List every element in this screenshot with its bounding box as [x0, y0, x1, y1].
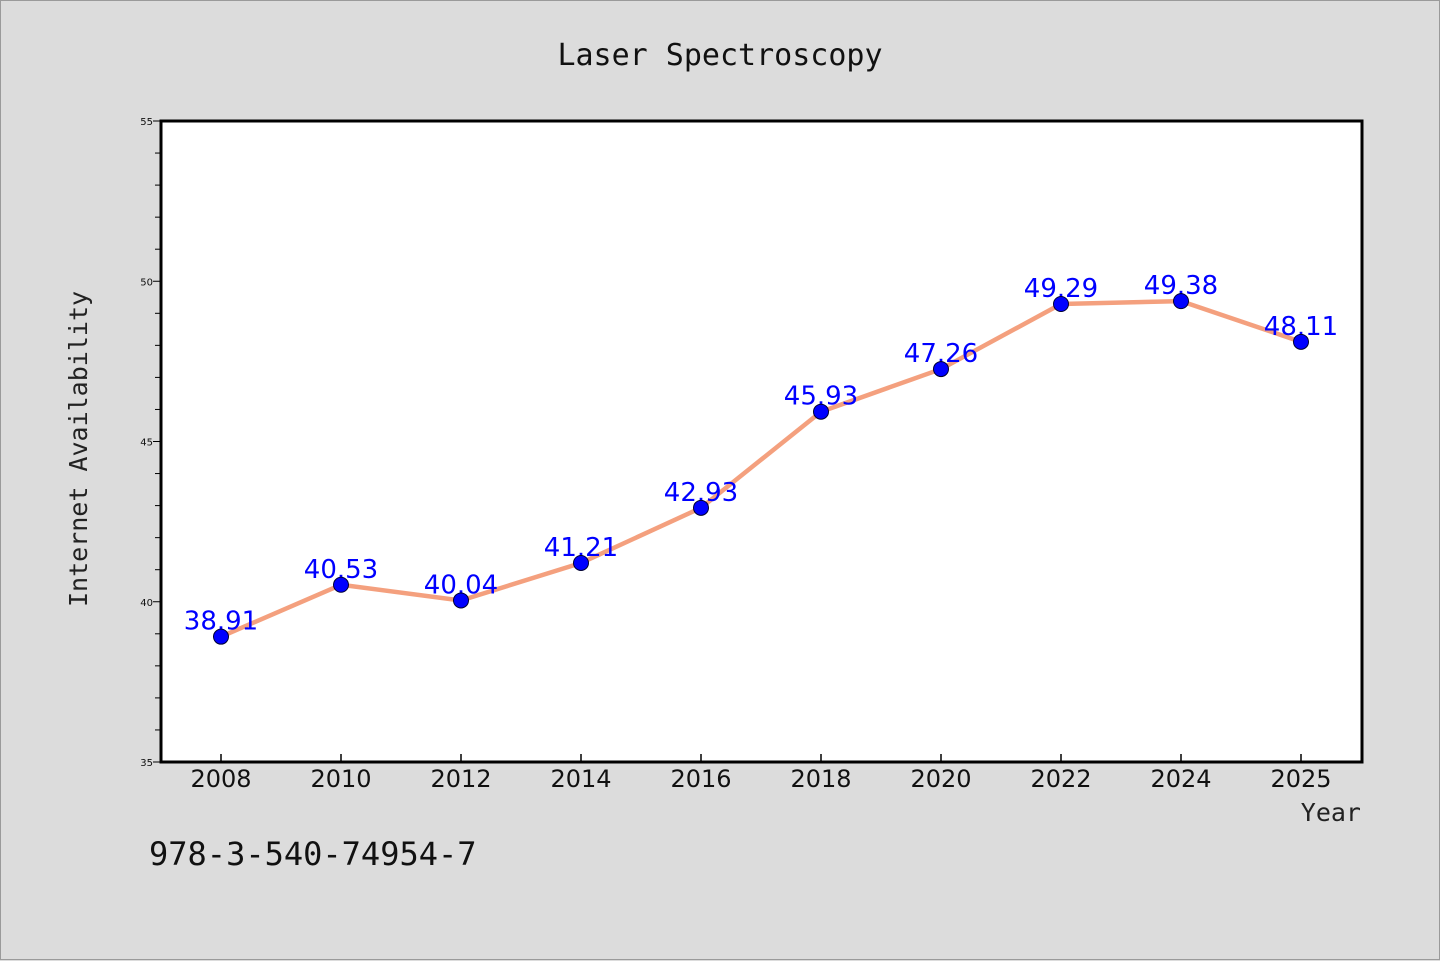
plot-area [159, 119, 1364, 764]
x-tick-label: 2020 [910, 765, 971, 793]
x-axis-ticks: 2008 2010 2012 2014 2016 2018 2020 2022 2024 2025 [190, 754, 1332, 793]
data-point [573, 554, 589, 571]
y-axis-ticks: 35 40 45 50 55 [140, 117, 161, 769]
x-tick-label: 2010 [310, 765, 371, 793]
data-point [333, 576, 349, 593]
data-point [213, 628, 229, 645]
chart-title: Laser Spectroscopy [557, 38, 882, 73]
y-axis-label: Internet Availability [64, 291, 93, 607]
y-tick-label: 40 [140, 598, 153, 609]
x-tick-label: 2008 [190, 765, 251, 793]
x-tick-label: 2022 [1030, 765, 1091, 793]
data-point [1293, 333, 1309, 350]
data-point [813, 403, 829, 420]
data-point [453, 592, 469, 609]
x-tick-label: 2025 [1270, 765, 1331, 793]
x-tick-label: 2014 [550, 765, 611, 793]
y-tick-label: 35 [140, 758, 153, 769]
y-tick-label: 50 [140, 277, 153, 288]
series-line-group: 38.9140.5340.0441.2142.9345.9347.2649.29… [184, 271, 1338, 645]
data-point [693, 499, 709, 516]
data-point [1173, 293, 1189, 310]
x-tick-label: 2012 [430, 765, 491, 793]
y-tick-label: 45 [140, 438, 153, 449]
x-tick-label: 2024 [1150, 765, 1211, 793]
x-axis-label: Year [1301, 798, 1361, 827]
data-point [933, 361, 949, 378]
data-point [1053, 296, 1069, 313]
x-tick-label: 2016 [670, 765, 731, 793]
series-line [218, 298, 1304, 639]
x-tick-label: 2018 [790, 765, 851, 793]
y-tick-label: 55 [140, 117, 153, 128]
isbn-footnote: 978-3-540-74954-7 [149, 835, 477, 873]
